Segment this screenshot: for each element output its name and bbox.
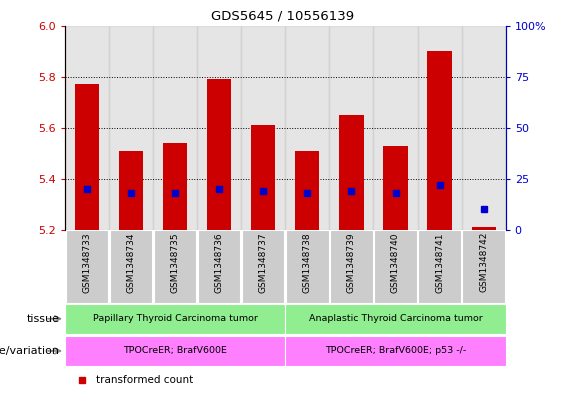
Text: Papillary Thyroid Carcinoma tumor: Papillary Thyroid Carcinoma tumor — [93, 314, 258, 323]
Bar — [66, 230, 108, 303]
Text: TPOCreER; BrafV600E: TPOCreER; BrafV600E — [123, 347, 227, 355]
Text: GSM1348740: GSM1348740 — [391, 232, 400, 292]
Bar — [241, 26, 285, 230]
Bar — [295, 151, 319, 230]
Bar — [110, 230, 152, 303]
Text: GSM1348737: GSM1348737 — [259, 232, 268, 293]
Bar — [340, 115, 363, 230]
Bar — [286, 230, 328, 303]
Bar — [418, 26, 462, 230]
Text: GSM1348734: GSM1348734 — [127, 232, 136, 292]
Text: GSM1348738: GSM1348738 — [303, 232, 312, 293]
Bar — [373, 26, 418, 230]
Bar — [154, 230, 196, 303]
Bar — [331, 230, 372, 303]
Bar — [384, 145, 407, 230]
Bar — [75, 84, 99, 230]
Text: GSM1348735: GSM1348735 — [171, 232, 180, 293]
Bar — [285, 304, 506, 334]
Bar — [242, 230, 284, 303]
Bar — [65, 26, 109, 230]
Bar — [463, 230, 505, 303]
Bar — [197, 26, 241, 230]
Text: GSM1348736: GSM1348736 — [215, 232, 224, 293]
Bar — [285, 26, 329, 230]
Bar — [472, 227, 496, 230]
Text: GSM1348739: GSM1348739 — [347, 232, 356, 293]
Bar — [207, 79, 231, 230]
Text: Anaplastic Thyroid Carcinoma tumor: Anaplastic Thyroid Carcinoma tumor — [308, 314, 483, 323]
Bar — [119, 151, 143, 230]
Bar — [153, 26, 197, 230]
Text: TPOCreER; BrafV600E; p53 -/-: TPOCreER; BrafV600E; p53 -/- — [325, 347, 466, 355]
Bar — [251, 125, 275, 230]
Bar — [428, 51, 451, 230]
Bar — [285, 336, 506, 366]
Text: GSM1348733: GSM1348733 — [82, 232, 92, 293]
Text: genotype/variation: genotype/variation — [0, 346, 59, 356]
Bar — [462, 26, 506, 230]
Text: GDS5645 / 10556139: GDS5645 / 10556139 — [211, 10, 354, 23]
Bar — [419, 230, 460, 303]
Bar — [163, 143, 187, 230]
Text: transformed count: transformed count — [97, 375, 194, 385]
Text: tissue: tissue — [27, 314, 59, 324]
Bar — [198, 230, 240, 303]
Bar — [375, 230, 416, 303]
Bar — [329, 26, 373, 230]
Text: GSM1348741: GSM1348741 — [435, 232, 444, 292]
Bar — [109, 26, 153, 230]
Text: GSM1348742: GSM1348742 — [479, 232, 488, 292]
Bar — [65, 336, 285, 366]
Bar — [65, 304, 285, 334]
